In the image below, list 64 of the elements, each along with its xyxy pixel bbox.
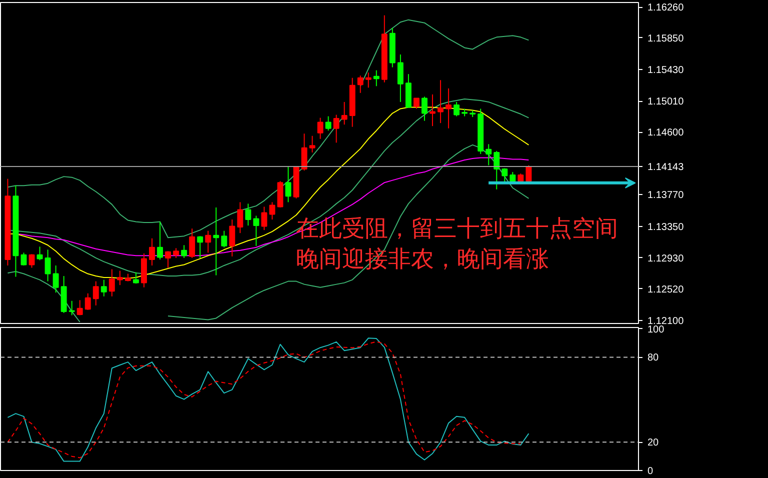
candlestick [189,228,196,258]
candlestick [221,230,228,248]
candlestick [269,202,276,220]
candlestick [68,300,75,316]
y-tick-label: 1.15010 [648,96,684,108]
y-tick-label: 1.15850 [648,33,684,44]
candlestick [333,114,340,144]
candlestick [229,219,236,257]
y-tick-label: 20 [648,438,660,449]
candlestick [165,250,171,268]
candlestick [261,206,268,231]
candlestick [181,244,188,258]
candlestick [149,238,155,266]
candlestick [317,117,324,140]
candlestick [365,72,372,88]
candlestick [52,264,59,294]
y-tick-label: 1.13350 [648,222,684,233]
candlestick [373,70,380,87]
candlestick [28,254,35,268]
candlestick [454,101,460,117]
ref-line-label: 1.14143 [648,162,684,174]
candlestick [438,80,444,124]
candlestick [446,88,452,129]
candlestick [92,280,99,306]
y-tick-label: 100 [648,324,665,336]
candlestick [173,248,180,258]
candlestick [36,246,43,261]
candlestick [397,54,404,102]
candlestick [341,101,348,126]
y-tick-label: 1.15430 [648,65,684,76]
candlestick [116,270,123,286]
y-tick-label: 1.12100 [648,316,684,327]
candlestick [108,268,115,297]
y-tick-label: 1.12520 [648,284,684,296]
candlestick [486,144,492,166]
candlestick [100,279,107,297]
candlestick [422,96,428,122]
y-tick-label: 1.16260 [648,2,684,14]
candlestick [285,166,292,203]
y-tick-label: 80 [648,352,660,364]
candlestick [205,230,212,254]
candlestick [84,292,91,310]
y-tick-label: 1.14600 [648,128,684,139]
candlestick [253,215,260,246]
candlestick [309,135,316,153]
candlestick [502,168,508,184]
candlestick [414,98,420,110]
candlestick [301,133,308,172]
y-tick-label: 0 [648,466,654,477]
candlestick [325,116,332,132]
candlestick [237,202,244,234]
y-tick-label: 1.12930 [648,253,684,264]
candlestick [157,221,163,260]
candlestick [526,164,532,182]
candlestick [197,236,204,258]
candlestick [213,206,220,276]
candlestick [430,94,436,127]
y-tick-label: 1.13770 [648,190,684,202]
candlestick [20,252,27,266]
candlestick [357,75,364,94]
candlestick [44,249,51,282]
candlestick [494,150,500,190]
candlestick [245,203,252,226]
candlestick [76,300,83,316]
